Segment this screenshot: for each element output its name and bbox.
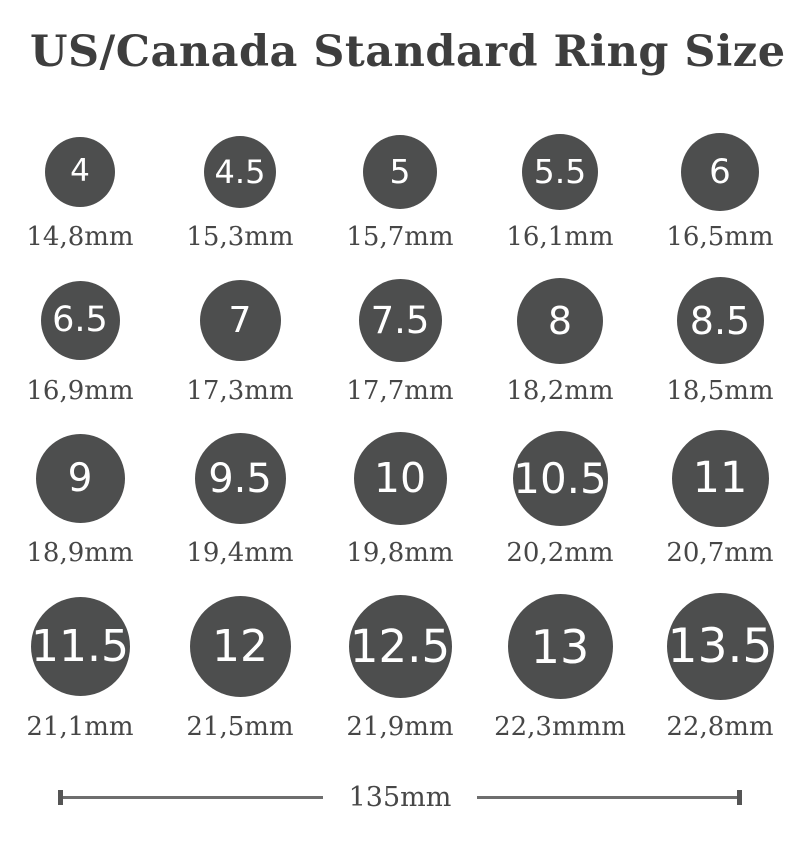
ring-circle: 9.5 xyxy=(194,433,286,525)
ring-circle-wrap: 11 xyxy=(671,430,769,528)
ruler-line-right xyxy=(477,796,737,800)
ring-circle: 12 xyxy=(189,596,291,698)
ring-circle-wrap: 9.5 xyxy=(194,430,286,528)
ring-circle-wrap: 12.5 xyxy=(348,592,452,702)
ring-diameter-label: 19,8mm xyxy=(346,537,454,568)
ring-diameter-label: 16,1mm xyxy=(506,221,614,252)
ring-size-cell: 7.5 17,7mm xyxy=(320,276,480,406)
ring-circle-wrap: 12 xyxy=(189,592,291,702)
ruler-line-left xyxy=(63,796,323,800)
ring-size-cell: 6 16,5mm xyxy=(640,132,800,252)
ring-size-cell: 10 19,8mm xyxy=(320,430,480,568)
ring-size-cell: 9.5 19,4mm xyxy=(160,430,320,568)
ring-size-cell: 11.5 21,1mm xyxy=(0,592,160,742)
ruler-label: 135mm xyxy=(348,782,452,814)
ring-diameter-label: 21,5mm xyxy=(186,711,294,742)
ring-size-cell: 5 15,7mm xyxy=(320,132,480,252)
ring-diameter-label: 22,3mmm xyxy=(494,711,626,742)
ring-circle-wrap: 8 xyxy=(517,276,603,366)
ring-circle-wrap: 7 xyxy=(199,276,281,366)
ring-circle: 13.5 xyxy=(666,593,774,701)
ring-size-cell: 8 18,2mm xyxy=(480,276,640,406)
ruler-right-cap xyxy=(737,790,742,806)
ring-circle: 6.5 xyxy=(40,281,120,361)
ring-circle-wrap: 11.5 xyxy=(30,592,130,702)
ring-diameter-label: 21,1mm xyxy=(26,711,134,742)
ring-size-cell: 8.5 18,5mm xyxy=(640,276,800,406)
ring-diameter-label: 14,8mm xyxy=(26,221,134,252)
ring-diameter-label: 18,2mm xyxy=(506,375,614,406)
ring-diameter-label: 17,7mm xyxy=(346,375,454,406)
ring-diameter-label: 22,8mm xyxy=(666,711,774,742)
ring-circle: 5.5 xyxy=(522,133,598,210)
ring-circle-wrap: 5.5 xyxy=(522,132,598,212)
ring-grid: 4 14,8mm 4.5 15,3mm 5 15,7mm 5.5 16,1mm 6 16,5mm 6… xyxy=(0,132,800,742)
ring-diameter-label: 20,2mm xyxy=(506,537,614,568)
ring-circle: 12.5 xyxy=(348,595,452,699)
ring-circle: 5 xyxy=(363,134,437,209)
ring-size-cell: 12.5 21,9mm xyxy=(320,592,480,742)
ring-diameter-label: 21,9mm xyxy=(346,711,454,742)
ring-circle: 6 xyxy=(681,132,759,211)
ruler-left-cap xyxy=(58,790,63,806)
ring-size-cell: 6.5 16,9mm xyxy=(0,276,160,406)
ring-circle-wrap: 10 xyxy=(353,430,447,528)
ring-circle: 11.5 xyxy=(30,597,130,697)
ring-circle: 4.5 xyxy=(204,135,276,208)
ring-size-cell: 12 21,5mm xyxy=(160,592,320,742)
ring-diameter-label: 19,4mm xyxy=(186,537,294,568)
ring-diameter-label: 18,9mm xyxy=(26,537,134,568)
ring-circle-wrap: 6.5 xyxy=(40,276,120,366)
ring-circle: 7.5 xyxy=(358,279,442,363)
ring-size-cell: 5.5 16,1mm xyxy=(480,132,640,252)
ring-diameter-label: 16,5mm xyxy=(666,221,774,252)
ring-diameter-label: 17,3mm xyxy=(186,375,294,406)
ring-diameter-label: 20,7mm xyxy=(666,537,774,568)
ring-size-cell: 4.5 15,3mm xyxy=(160,132,320,252)
ring-circle-wrap: 8.5 xyxy=(676,276,764,366)
ring-size-cell: 11 20,7mm xyxy=(640,430,800,568)
ring-circle-wrap: 9 xyxy=(35,430,125,528)
ring-size-cell: 10.5 20,2mm xyxy=(480,430,640,568)
page-title: US/Canada Standard Ring Size Chart xyxy=(30,27,800,77)
ring-diameter-label: 15,7mm xyxy=(346,221,454,252)
ring-circle-wrap: 10.5 xyxy=(512,430,608,528)
ring-size-cell: 4 14,8mm xyxy=(0,132,160,252)
ring-size-cell: 9 18,9mm xyxy=(0,430,160,568)
ring-circle: 13 xyxy=(507,594,613,700)
ring-diameter-label: 18,5mm xyxy=(666,375,774,406)
ring-circle: 11 xyxy=(671,430,769,528)
ring-circle-wrap: 6 xyxy=(681,132,759,212)
ring-circle: 8 xyxy=(517,277,603,364)
ring-size-cell: 13.5 22,8mm xyxy=(640,592,800,742)
ring-circle: 4 xyxy=(45,136,115,207)
ring-circle-wrap: 4.5 xyxy=(204,132,276,212)
ring-diameter-label: 16,9mm xyxy=(26,375,134,406)
ring-circle: 7 xyxy=(199,280,281,362)
ring-circle: 10.5 xyxy=(512,431,608,527)
ring-size-cell: 7 17,3mm xyxy=(160,276,320,406)
ring-size-cell: 13 22,3mmm xyxy=(480,592,640,742)
ring-circle-wrap: 13.5 xyxy=(666,592,774,702)
ring-circle-wrap: 5 xyxy=(363,132,437,212)
ring-circle: 9 xyxy=(35,434,125,524)
scale-ruler: 135mm xyxy=(58,782,742,814)
ring-diameter-label: 15,3mm xyxy=(186,221,294,252)
ring-circle-wrap: 4 xyxy=(45,132,115,212)
ring-circle-wrap: 13 xyxy=(507,592,613,702)
ring-circle: 10 xyxy=(353,432,447,526)
ring-circle-wrap: 7.5 xyxy=(358,276,442,366)
ring-circle: 8.5 xyxy=(676,277,764,365)
